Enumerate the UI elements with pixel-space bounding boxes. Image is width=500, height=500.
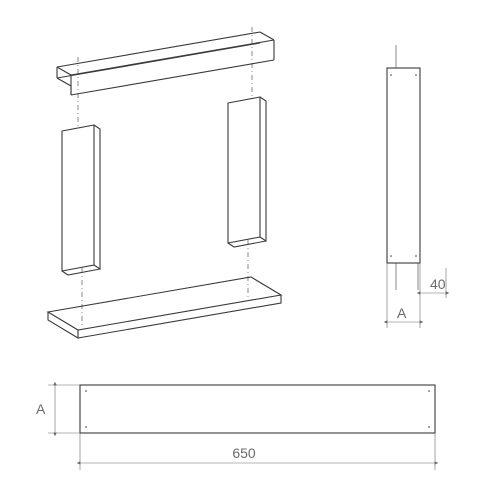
bottom-plate <box>48 277 281 338</box>
dim-a-front-label: A <box>36 401 46 417</box>
side-panel-right <box>228 97 266 247</box>
assembly-axes <box>78 27 252 328</box>
front-elevation: A 650 <box>36 385 435 470</box>
dim-depth: 40 <box>420 263 446 298</box>
dim-width-label: 650 <box>232 445 256 461</box>
dim-a-front: A <box>36 385 80 433</box>
dim-a-side-label: A <box>397 305 407 321</box>
drawing: 40 A A 650 <box>0 0 500 500</box>
side-panel-left <box>62 125 100 275</box>
dim-a-side: A <box>387 263 420 328</box>
isometric-exploded-view <box>48 27 281 338</box>
side-elevation: 40 A <box>387 45 446 328</box>
dim-depth-label: 40 <box>430 276 446 292</box>
top-rail <box>57 32 274 95</box>
dim-width: 650 <box>80 433 435 470</box>
